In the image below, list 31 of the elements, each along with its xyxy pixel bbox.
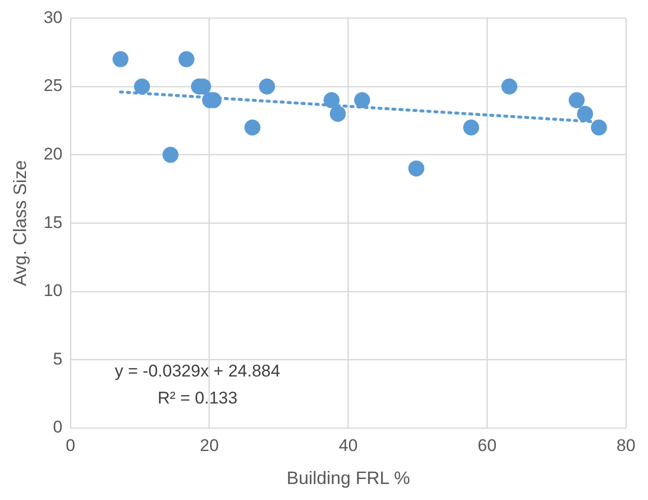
point bbox=[178, 51, 194, 68]
point bbox=[112, 51, 129, 68]
point bbox=[244, 119, 260, 136]
point bbox=[463, 119, 480, 136]
x-tick-label: 20 bbox=[200, 436, 219, 455]
point bbox=[330, 106, 346, 122]
point bbox=[501, 78, 518, 94]
point bbox=[162, 146, 178, 163]
point bbox=[324, 92, 340, 108]
annotation: y = -0.0329x + 24.884 bbox=[114, 362, 280, 381]
point bbox=[408, 160, 424, 176]
x-tick-label: 60 bbox=[478, 436, 497, 455]
point bbox=[259, 78, 276, 94]
y-tick-label: 20 bbox=[44, 144, 63, 164]
point bbox=[134, 78, 150, 94]
y-tick-label: 30 bbox=[44, 8, 63, 27]
x-tick-label: 40 bbox=[338, 436, 358, 455]
y-tick-label: 5 bbox=[53, 349, 63, 368]
point bbox=[354, 92, 370, 108]
point bbox=[568, 92, 585, 108]
x-axis-title: Building FRL % bbox=[286, 468, 410, 488]
y-tick-label: 25 bbox=[44, 76, 63, 96]
point bbox=[590, 119, 607, 136]
y-tick-label: 15 bbox=[44, 212, 63, 232]
y-axis-title: Avg. Class Size bbox=[10, 160, 30, 286]
y-tick-label: 10 bbox=[44, 281, 63, 300]
annotation: R² = 0.133 bbox=[158, 388, 238, 408]
x-tick-label: 80 bbox=[616, 436, 636, 455]
y-tick-label: 0 bbox=[53, 418, 63, 437]
point bbox=[577, 106, 594, 122]
x-tick-label: 0 bbox=[66, 436, 76, 455]
